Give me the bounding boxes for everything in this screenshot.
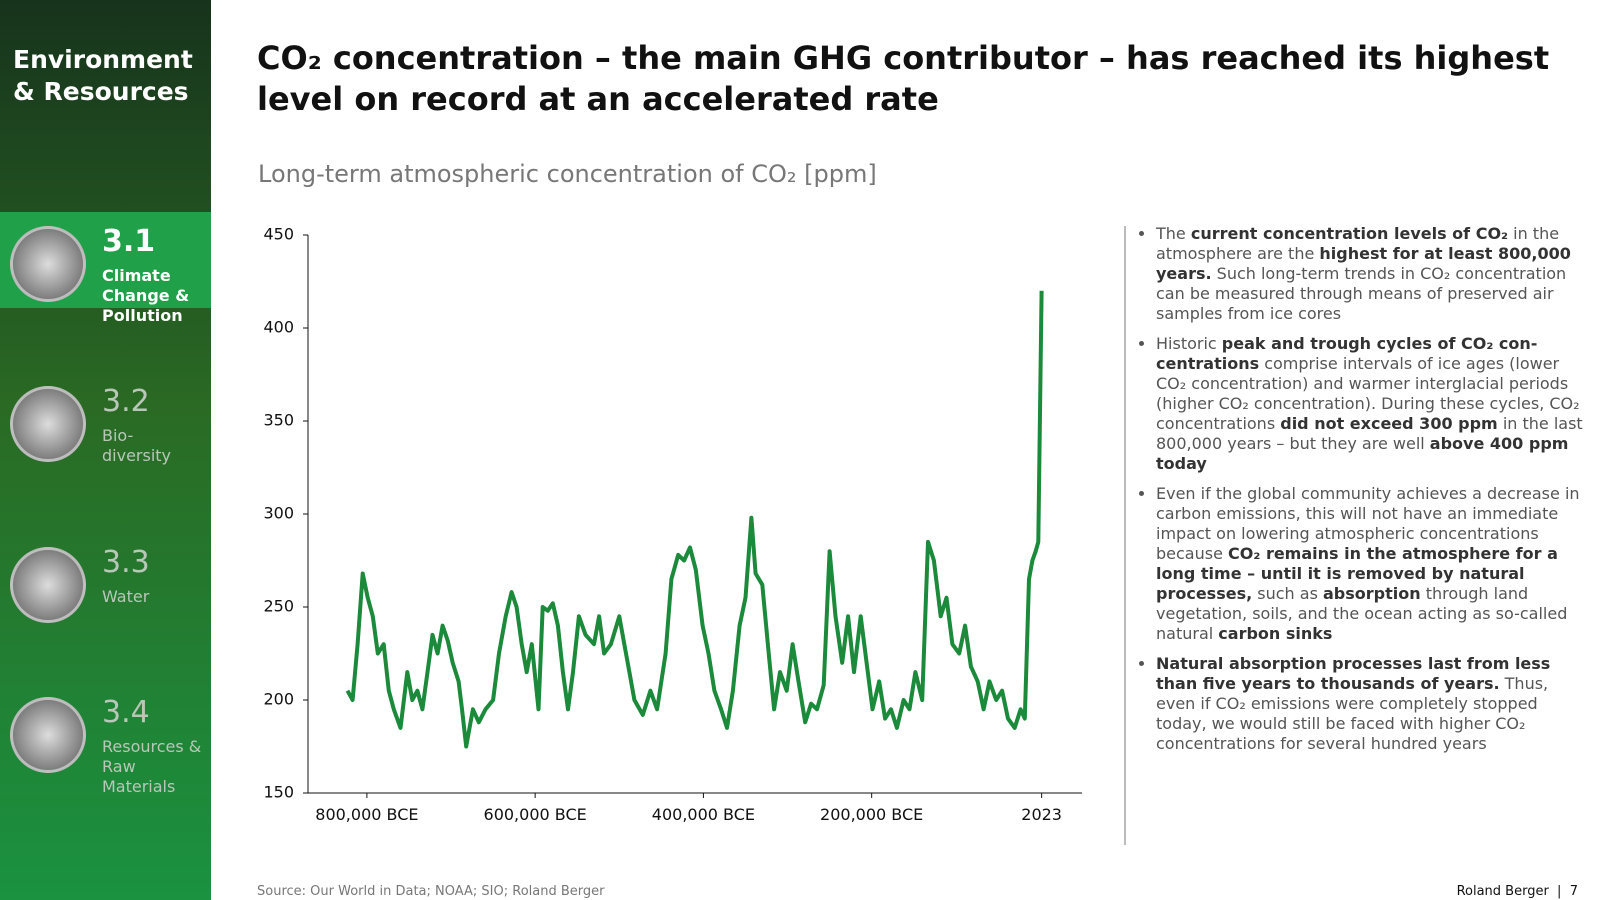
y-tick-label: 250 (263, 597, 294, 616)
nav-label: Water (102, 587, 150, 606)
bullet-text: Historic (1156, 334, 1222, 353)
chart-title: Long-term atmospheric concentration of C… (258, 160, 877, 188)
y-tick-label: 350 (263, 411, 294, 430)
bullet-text: highest for at least 800,000 years. (1156, 244, 1571, 283)
bullet: The current concentration levels of CO₂ … (1156, 224, 1586, 324)
nav-icon (10, 386, 86, 462)
y-tick-label: 400 (263, 318, 294, 337)
nav-number: 3.4 (102, 695, 150, 730)
nav-item: 3.3 Water (0, 533, 211, 629)
bullet-text: CO₂ remains in the atmosphere for a long… (1156, 544, 1558, 603)
bullet-text: The (1156, 224, 1191, 243)
y-tick-label: 300 (263, 504, 294, 523)
bullet-text: such as (1252, 584, 1323, 603)
nav-item: 3.4 Resources & Raw Materials (0, 683, 211, 796)
bullet: Even if the global community achieves a … (1156, 484, 1586, 644)
x-tick-label: 200,000 BCE (820, 805, 924, 824)
bullet-text: current concentration levels of CO₂ (1190, 224, 1509, 243)
bullet-text: above 400 ppm today (1156, 434, 1569, 473)
bullet-text: absorption (1322, 584, 1421, 603)
nav-label: Bio-diversity (102, 426, 172, 465)
y-tick-label: 200 (263, 690, 294, 709)
bullet-text: peak and trough cycles of CO₂ con-centra… (1156, 334, 1538, 373)
nav-item: 3.1 Climate Change & Pollution (0, 212, 211, 325)
x-tick-label: 800,000 BCE (315, 805, 419, 824)
page-number: 7 (1569, 884, 1578, 899)
bullet-list: The current concentration levels of CO₂ … (1142, 224, 1586, 764)
bullet: Historic peak and trough cycles of CO₂ c… (1156, 334, 1586, 474)
nav-icon (10, 697, 86, 773)
bullet-text: Such long-term trends in CO₂ concentrati… (1156, 264, 1567, 323)
bullet-text: comprise intervals of ice ages (lower CO… (1156, 354, 1580, 433)
nav-number: 3.1 (102, 224, 156, 259)
brand-name: Roland Berger (1456, 884, 1549, 899)
nav-number: 3.2 (102, 384, 150, 419)
nav-label: Climate Change & Pollution (102, 266, 190, 325)
nav-number: 3.3 (102, 545, 150, 580)
source: Source: Our World in Data; NOAA; SIO; Ro… (257, 884, 605, 899)
sidebar: Environment & Resources 3.1 Climate Chang… (0, 0, 211, 900)
nav-item: 3.2 Bio-diversity (0, 372, 211, 468)
nav-icon (10, 226, 86, 302)
bullet-text: in the last 800,000 years – but they are… (1156, 414, 1583, 453)
bullet-text: carbon sinks (1218, 624, 1333, 643)
bullet-text: did not exceed 300 ppm (1280, 414, 1498, 433)
bullet-text: Natural absorption processes last from l… (1156, 654, 1551, 693)
brand: Roland Berger | 7 (1456, 884, 1578, 899)
slide-title: CO₂ concentration – the main GHG contrib… (257, 39, 1550, 118)
bullet: Natural absorption processes last from l… (1156, 654, 1586, 754)
x-tick-label: 400,000 BCE (651, 805, 756, 824)
x-tick-label: 2023 (1021, 805, 1062, 824)
nav-icon (10, 547, 86, 623)
y-tick-label: 150 (263, 783, 294, 802)
nav-label: Resources & Raw Materials (102, 737, 202, 796)
bullet-text: through land vegetation, soils, and the … (1156, 584, 1568, 643)
y-tick-label: 450 (263, 225, 294, 244)
sidebar-heading: Environment & Resources (13, 45, 193, 106)
bullet-text: Thus, even if CO₂ emissions were complet… (1156, 674, 1549, 753)
bullet-text: in the atmosphere are the (1156, 224, 1560, 263)
bullet-text: Even if the global community achieves a … (1156, 484, 1580, 563)
co2-line (345, 290, 1044, 749)
x-tick-label: 600,000 BCE (483, 805, 587, 824)
